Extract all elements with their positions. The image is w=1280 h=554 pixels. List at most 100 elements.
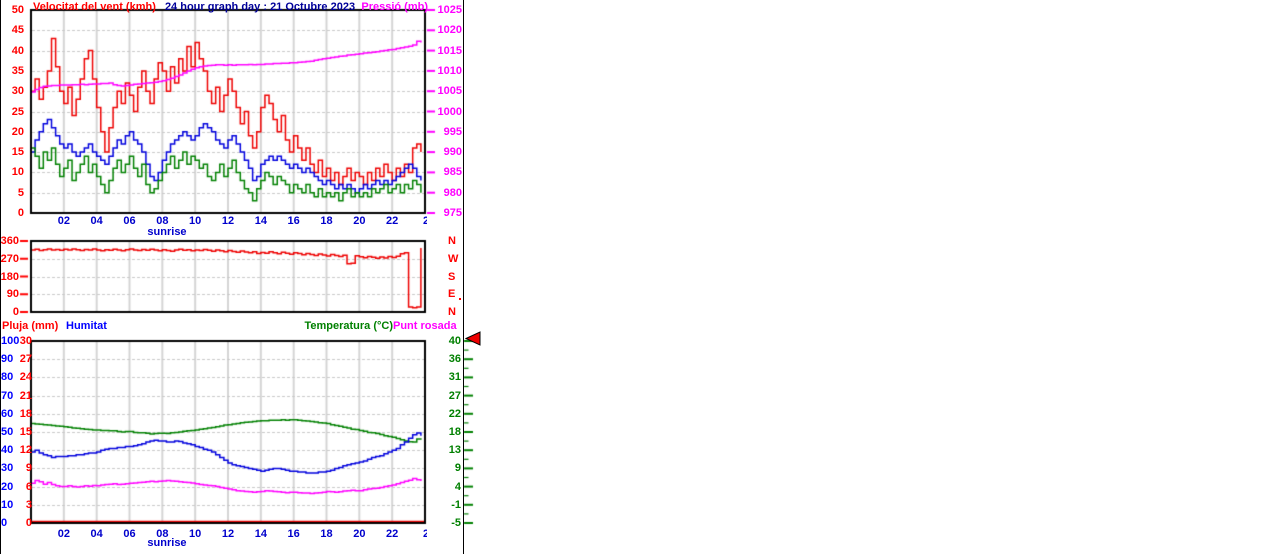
wind-direction-tick: 0 [12,306,19,318]
temperature-tick: 18 [448,426,461,438]
hour-tick: 22 [386,215,399,227]
hour-tick: 14 [254,215,267,227]
temperature-tick: 4 [454,480,461,493]
rain-tick: 24 [19,371,32,384]
wind-direction-tick: 360 [0,235,19,247]
humidity-tick: 20 [1,480,14,493]
hour-tick: 04 [90,215,103,227]
temperature-axis-title: Temperatura (°C) [304,320,393,332]
hour-tick: 10 [189,528,202,540]
rain-tick: 3 [25,498,32,511]
rain-axis-title: Pluja (mm) [2,320,59,332]
wind-speed-tick: 20 [11,125,24,138]
hour-tick: 16 [287,215,300,227]
pressure-tick: 995 [443,125,462,138]
wind-speed-tick: 25 [11,105,24,118]
humidity-tick: 30 [1,462,14,475]
wind-speed-tick: 10 [11,166,24,179]
humidity-axis-title: Humitat [66,320,107,332]
hour-tick: 08 [156,215,169,227]
temperature-tick: 13 [448,444,461,457]
compass-tick: N [448,306,456,318]
humidity-tick: 80 [1,371,14,384]
pressure-tick: 1020 [437,24,462,37]
hour-tick: 02 [57,215,70,227]
humidity-tick: 0 [1,517,8,529]
wind-direction-tick: 180 [0,270,19,283]
wind-direction-tick: 90 [6,288,19,301]
compass-tick: E [448,288,456,301]
rain-tick: 30 [19,335,32,347]
rain-tick: 6 [25,480,32,493]
rain-tick: 27 [19,353,32,366]
rain-tick: 18 [19,407,32,420]
hour-tick: 04 [90,528,103,540]
hour-tick: 18 [320,528,333,540]
scale-marker-arrow-icon [464,331,481,346]
humidity-tick: 60 [1,407,14,420]
hour-tick: 06 [123,528,136,540]
hour-tick: 14 [254,528,267,540]
temperature-tick: 9 [454,462,461,475]
compass-tick: S [448,270,456,283]
wind-speed-tick: 40 [11,44,24,57]
rain-tick: 12 [19,444,32,457]
pressure-tick: 990 [443,146,462,159]
dot-mark [459,298,461,300]
hour-tick: 18 [320,215,333,227]
pane-divider[interactable] [463,0,464,554]
hour-tick: 02 [57,528,70,540]
compass-tick: N [448,235,456,247]
wind-speed-tick: 35 [11,64,24,77]
humidity-tick: 40 [1,444,14,457]
pressure-tick: 1000 [437,105,462,118]
humidity-tick: 10 [1,498,14,511]
pressure-tick: 1005 [437,85,462,98]
temperature-tick: 31 [448,371,461,384]
humidity-tick: 100 [1,335,20,347]
temperature-tick: 40 [448,335,461,347]
compass-tick: W [448,252,459,265]
pressure-tick: 1010 [437,64,462,77]
window-left-border [0,0,1,554]
wind-speed-tick: 15 [11,146,24,159]
hour-tick: 12 [221,215,235,227]
hour-tick: 20 [353,528,366,540]
temperature-tick: -5 [451,517,461,529]
rain-tick: 0 [25,517,32,529]
pressure-axis-title: Pressió (mb) [361,1,428,13]
wind-speed-tick: 30 [11,85,24,98]
humidity-tick: 90 [1,353,14,366]
hour-tick-clipped: 24 [423,529,427,540]
pressure-tick: 1015 [437,44,462,57]
temperature-tick: 22 [448,407,461,420]
pressure-tick: 975 [443,207,462,219]
wind-speed-axis-title: Velocitat del vent (kmh) [33,1,156,13]
humidity-tick: 70 [1,389,14,402]
hour-tick: 08 [156,528,169,540]
humidity-tick: 50 [1,426,14,438]
wind-speed-tick: 5 [17,186,24,199]
sunrise-label-top: sunrise [147,226,187,238]
dewpoint-axis-title: Punt rosada [393,320,457,332]
wind-speed-tick: 50 [11,4,24,16]
graph-title: 24 hour graph day : 21 Octubre 2023 [164,1,356,13]
sunrise-label-bottom: sunrise [147,537,187,549]
temperature-tick: 36 [448,353,461,366]
hour-tick: 12 [221,528,235,540]
rain-tick: 15 [19,426,32,438]
hour-tick: 20 [353,215,366,227]
rain-tick: 21 [19,389,32,402]
temperature-tick: 27 [448,389,461,402]
wind-speed-tick: 45 [11,24,24,37]
pressure-tick: 985 [443,166,462,179]
temperature-tick: -1 [451,498,461,511]
hour-tick: 22 [386,528,399,540]
pressure-tick: 980 [443,186,462,199]
hour-tick: 10 [189,215,202,227]
hour-tick: 16 [287,528,300,540]
hour-tick-clipped: 24 [423,216,427,227]
rain-tick: 9 [25,462,32,475]
